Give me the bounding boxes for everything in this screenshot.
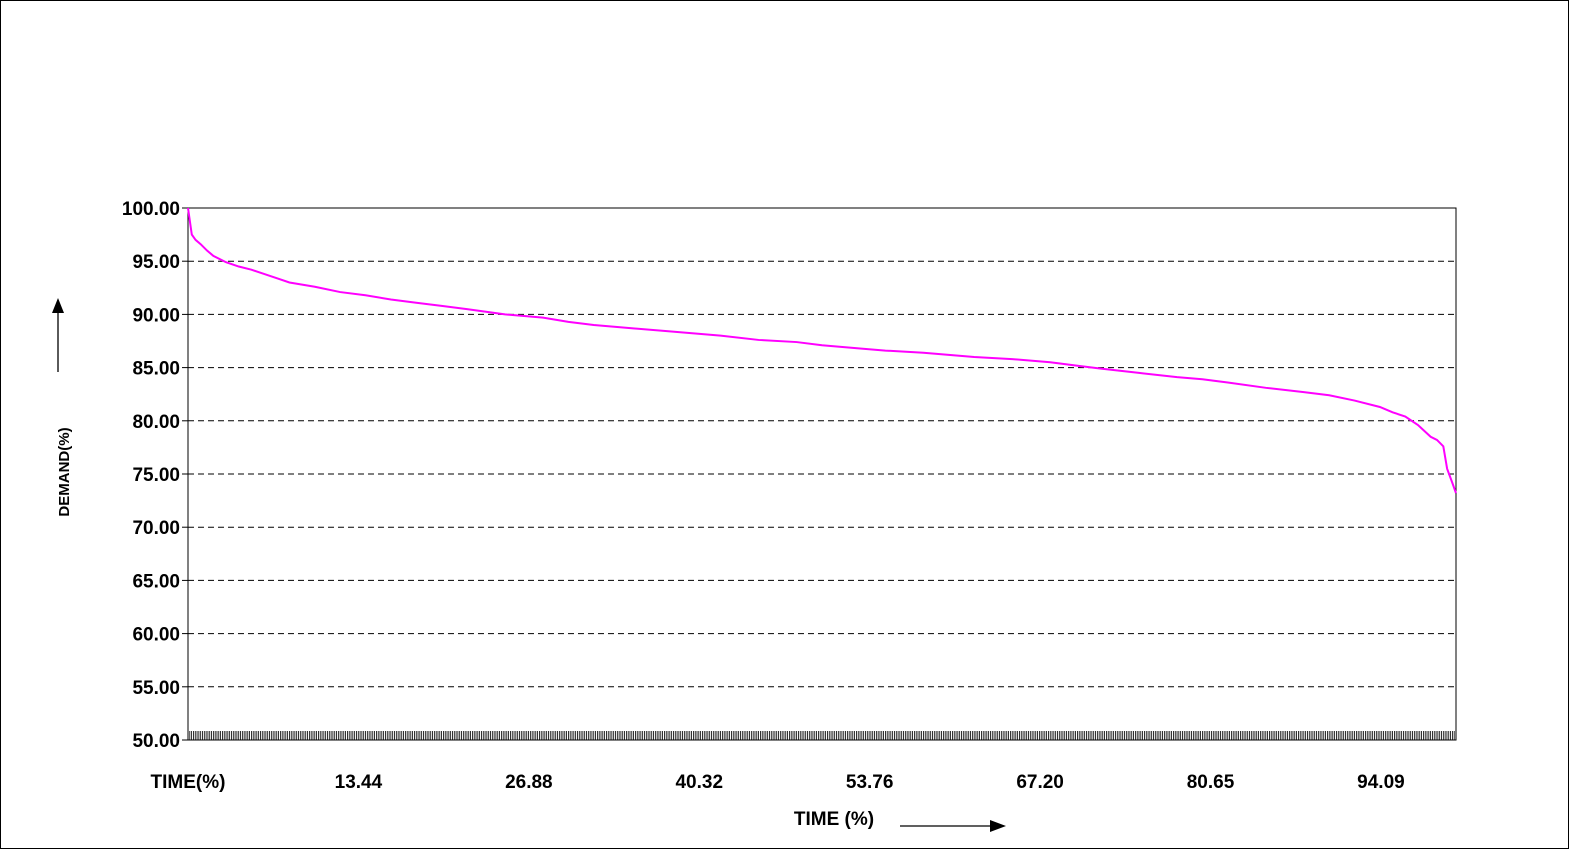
y-tick-label: 70.00	[132, 518, 180, 539]
series-line	[187, 207, 1457, 494]
y-tick-labels: 50.00 55.00 60.00 65.00 70.00 75.00 80.00 85.00…	[122, 199, 188, 752]
y-tick-label: 50.00	[132, 731, 180, 752]
x-tick-label: 67.20	[1016, 772, 1064, 793]
y-tick-label: 80.00	[132, 412, 180, 433]
grid-lines	[188, 260, 1456, 688]
x-tick-label: 40.32	[675, 772, 723, 793]
x-axis-arrow	[900, 820, 1006, 832]
x-tick-label: 80.65	[1187, 772, 1235, 793]
x-minor-ticks	[187, 731, 1457, 740]
y-tick-label: 65.00	[132, 571, 180, 592]
x-minor-tick-marks	[187, 731, 1457, 740]
y-tick-label: 100.00	[122, 199, 180, 220]
x-axis-label: TIME (%)	[794, 809, 874, 830]
y-axis-label: DEMAND(%)	[56, 427, 73, 516]
x-tick-label: 26.88	[505, 772, 553, 793]
x-tick-labels: TIME(%) 13.44 26.88 40.32 53.76 67.20 80.65 94.…	[151, 772, 1405, 793]
y-axis-arrow	[52, 298, 64, 372]
y-tick-label: 95.00	[132, 252, 180, 273]
x-tick-label: 13.44	[335, 772, 383, 793]
x-tick-label: 94.09	[1357, 772, 1405, 793]
y-tick-label: 55.00	[132, 678, 180, 699]
y-tick-label: 85.00	[132, 359, 180, 380]
y-tick-label: 90.00	[132, 305, 180, 326]
x-tick-label: 53.76	[846, 772, 894, 793]
x-tick-label: TIME(%)	[151, 772, 226, 793]
y-tick-label: 75.00	[132, 465, 180, 486]
y-tick-label: 60.00	[132, 625, 180, 646]
